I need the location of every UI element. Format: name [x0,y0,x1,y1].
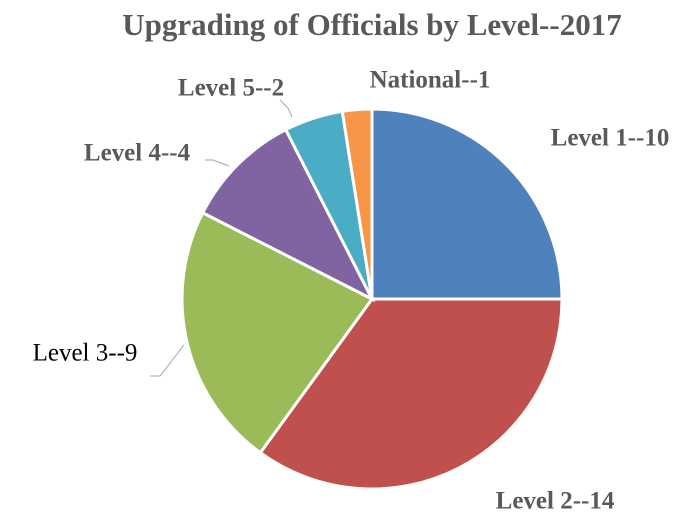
data-label: Level 5--2 [178,75,284,102]
chart-title: Upgrading of Officials by Level--2017 [122,7,621,42]
pie-slice [180,210,375,455]
data-label: National--1 [370,67,491,94]
pie-slice [200,127,376,303]
data-label: Level 3--9 [33,340,138,367]
leader-line [150,344,185,377]
pie-slice [340,107,374,300]
data-label: Level 1--10 [551,125,670,152]
leader-line [279,99,293,118]
data-label: Level 2--14 [496,488,615,515]
pie-slice [370,107,564,301]
data-label: Level 4--4 [84,140,191,167]
pie-slice [258,297,564,491]
leader-line [205,159,230,167]
